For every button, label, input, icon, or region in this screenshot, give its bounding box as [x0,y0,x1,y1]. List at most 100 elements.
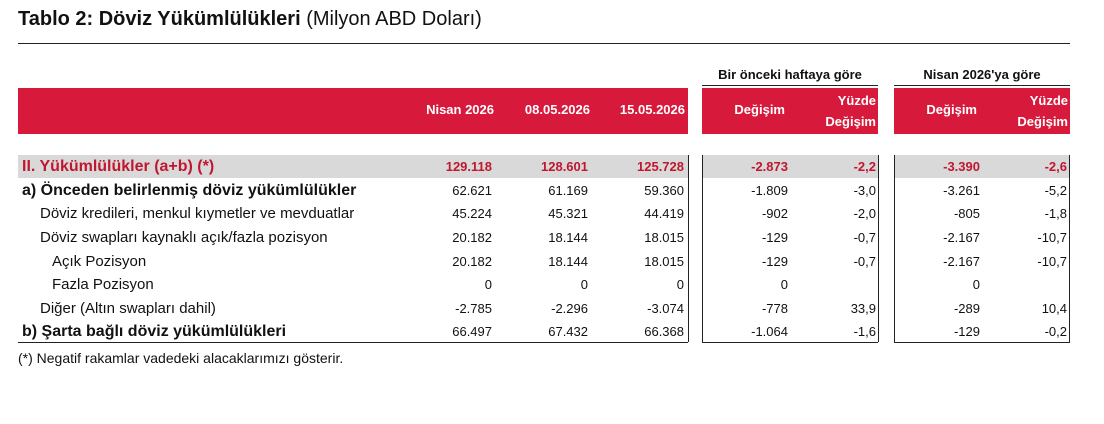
row-label: Döviz swapları kaynaklı açık/fazla pozis… [40,229,328,246]
cell-08-05-2026: -2.296 [551,301,588,316]
cell-15-05-2026: 18.015 [644,254,684,269]
bottom-rule-monthly [894,342,1070,343]
cell-monthly-change: -3.261 [943,183,980,198]
cell-monthly-change: -129 [953,324,980,339]
cell-nisan-2026: 129.118 [445,159,492,174]
cell-nisan-2026: 62.621 [452,183,492,198]
col-header-08-05-2026: 08.05.2026 [524,102,590,117]
cell-weekly-pct: -0,7 [853,230,876,245]
cell-weekly-pct: -0,7 [853,254,876,269]
col-header-monthly-pct-line1: Yüzde [1029,93,1068,108]
table-row-fx-swaps: Döviz swapları kaynaklı açık/fazla pozis… [0,226,1104,249]
cell-monthly-pct: -2,6 [1044,159,1067,174]
divider-weekly-right [878,155,879,342]
cell-weekly-change: -1.064 [751,324,788,339]
table-row-short-position: Açık Pozisyon 20.182 18.144 18.015 -129 … [0,250,1104,273]
col-header-weekly-pct: Yüzde Değişim [825,90,876,132]
cell-15-05-2026: 18.015 [644,230,684,245]
table-row-fx-loans: Döviz kredileri, menkul kıymetler ve mev… [0,202,1104,225]
cell-nisan-2026: 45.224 [452,206,492,221]
table-row-predetermined: a) Önceden belirlenmiş döviz yükümlülükl… [0,179,1104,202]
total-row-shade-weekly [702,155,878,178]
footnote: (*) Negatif rakamlar vadedeki alacakları… [18,350,344,366]
divider-monthly-right [1069,155,1070,342]
table-title-main: Tablo 2: Döviz Yükümlülükleri [18,8,301,30]
cell-monthly-pct: 10,4 [1041,301,1067,316]
cell-monthly-pct: -10,7 [1037,230,1067,245]
col-header-weekly-pct-line2: Değişim [825,114,876,129]
col-header-monthly-pct-line2: Değişim [1017,114,1068,129]
divider-weekly-left [702,155,703,342]
cell-08-05-2026: 45.321 [548,206,588,221]
cell-08-05-2026: 128.601 [541,159,588,174]
cell-monthly-change: -2.167 [943,230,980,245]
cell-08-05-2026: 18.144 [548,254,588,269]
table-title-unit: (Milyon ABD Doları) [306,8,482,30]
cell-15-05-2026: 66.368 [644,324,684,339]
cell-monthly-pct: -1,8 [1044,206,1067,221]
total-row-shade-monthly [894,155,1070,178]
col-header-nisan-2026: Nisan 2026 [426,102,494,117]
row-label: Fazla Pozisyon [52,276,154,293]
cell-weekly-change: -902 [761,206,788,221]
cell-08-05-2026: 61.169 [548,183,588,198]
divider-main [688,155,689,342]
table-row-contingent: b) Şarta bağlı döviz yükümlülükleri 66.4… [0,320,1104,343]
cell-15-05-2026: -3.074 [647,301,684,316]
cell-weekly-change: -129 [761,230,788,245]
cell-monthly-change: -3.390 [943,159,980,174]
bottom-rule-weekly [702,342,878,343]
cell-weekly-pct: -3,0 [853,183,876,198]
cell-nisan-2026: -2.785 [455,301,492,316]
cell-nisan-2026: 66.497 [452,324,492,339]
group-rule-monthly [894,85,1070,86]
table-title: Tablo 2: Döviz Yükümlülükleri (Milyon AB… [18,8,482,31]
cell-weekly-change: -778 [761,301,788,316]
cell-weekly-change: -129 [761,254,788,269]
col-header-weekly-change: Değişim [734,102,785,117]
cell-weekly-change: -2.873 [751,159,788,174]
row-label: Döviz kredileri, menkul kıymetler ve mev… [40,205,355,222]
table-row-long-position: Fazla Pozisyon 0 0 0 0 0 [0,273,1104,296]
cell-monthly-change: 0 [972,277,980,292]
cell-monthly-pct: -0,2 [1044,324,1067,339]
col-header-monthly-change: Değişim [926,102,977,117]
cell-weekly-pct: -2,0 [853,206,876,221]
cell-weekly-change: 0 [780,277,788,292]
cell-08-05-2026: 18.144 [548,230,588,245]
row-label: a) Önceden belirlenmiş döviz yükümlülükl… [22,182,357,199]
cell-nisan-2026: 0 [484,277,492,292]
header-band-monthly: Değişim Yüzde Değişim [894,88,1070,134]
cell-08-05-2026: 0 [580,277,588,292]
cell-weekly-change: -1.809 [751,183,788,198]
col-header-weekly-pct-line1: Yüzde [837,93,876,108]
cell-monthly-change: -289 [953,301,980,316]
cell-15-05-2026: 0 [676,277,684,292]
row-label: Açık Pozisyon [52,253,147,270]
cell-monthly-change: -805 [953,206,980,221]
col-header-15-05-2026: 15.05.2026 [619,102,685,117]
cell-15-05-2026: 44.419 [644,206,684,221]
row-label: b) Şarta bağlı döviz yükümlülükleri [22,323,287,340]
header-band-main: Nisan 2026 08.05.2026 15.05.2026 [18,88,688,134]
cell-08-05-2026: 67.432 [548,324,588,339]
cell-weekly-pct: -1,6 [853,324,876,339]
cell-monthly-pct: -5,2 [1044,183,1067,198]
group-rule-weekly [702,85,878,86]
group-header-monthly: Nisan 2026'ya göre [923,67,1041,82]
cell-nisan-2026: 20.182 [452,230,492,245]
header-band-weekly: Değişim Yüzde Değişim [702,88,878,134]
cell-15-05-2026: 125.728 [637,159,684,174]
row-label: Diğer (Altın swapları dahil) [40,300,216,317]
title-rule [18,43,1070,44]
row-label: II. Yükümlülükler (a+b) (*) [22,158,215,175]
col-header-monthly-pct: Yüzde Değişim [1017,90,1068,132]
table-row-total-liabilities: II. Yükümlülükler (a+b) (*) 129.118 128.… [0,155,1104,178]
group-header-weekly: Bir önceki haftaya göre [718,67,862,82]
bottom-rule-main [18,342,688,343]
total-row-shade-main [18,155,688,178]
divider-monthly-left [894,155,895,342]
cell-weekly-pct: 33,9 [850,301,876,316]
cell-weekly-pct: -2,2 [853,159,876,174]
cell-monthly-change: -2.167 [943,254,980,269]
